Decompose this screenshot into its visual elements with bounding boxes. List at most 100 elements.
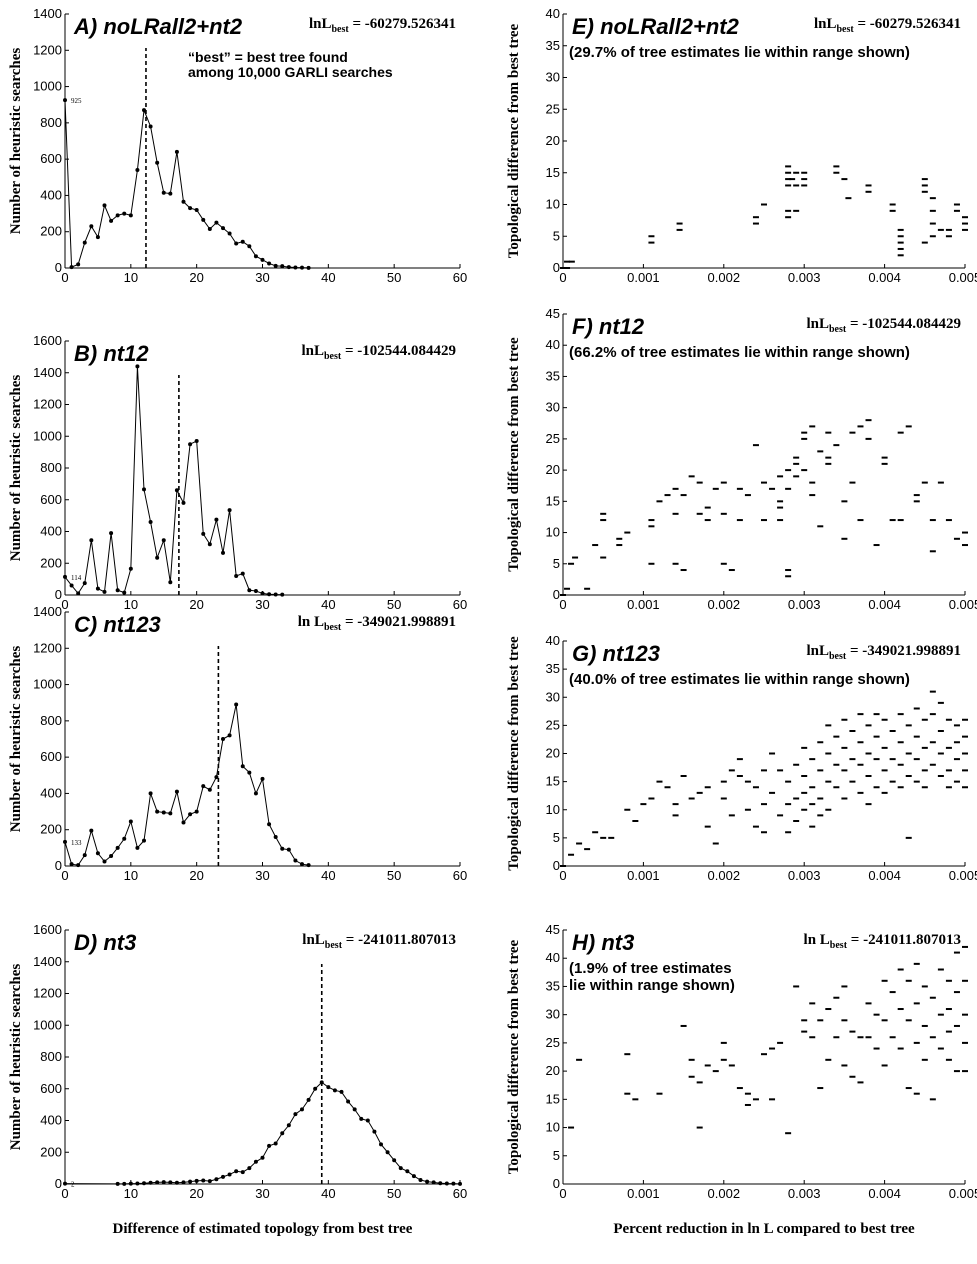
panel-f-data-point (881, 456, 888, 459)
panel-h-data-point (962, 1070, 968, 1073)
panel-b-data-point (280, 592, 285, 597)
panel-f-data-point (720, 512, 727, 515)
panel-b-y-tick-label: 0 (55, 587, 62, 602)
panel-d-data-point (385, 1150, 390, 1155)
panel-h-data-point (962, 1041, 968, 1044)
panel-g-data-point (704, 786, 711, 789)
panel-f-data-point (777, 519, 784, 522)
panel-a-y-axis-label: Number of heuristic searches (8, 48, 24, 235)
panel-d-data-point (306, 1097, 311, 1102)
panel-f-data-point (833, 444, 840, 447)
panel-f-data-point (648, 525, 655, 528)
panel-e-data-point (897, 241, 904, 244)
panel-f-title: F) nt12 (572, 314, 645, 339)
panel-h-data-point (937, 1013, 944, 1016)
panel-d-data-point (300, 1107, 304, 1112)
panel-f-data-point (664, 494, 671, 497)
panel-g-data-point (913, 735, 920, 738)
panel-g-data-point (857, 741, 864, 744)
panel-d-data-point (253, 1159, 258, 1164)
panel-g-data-point (921, 786, 928, 789)
panel-b-y-axis-label: Number of heuristic searches (8, 375, 24, 562)
panel-c-data-point (201, 784, 206, 789)
panel-a-y-tick-label: 1200 (33, 42, 62, 57)
panel-c-x-tick-label: 40 (321, 868, 335, 883)
panel-f-data-point (857, 519, 864, 522)
panel-g-data-point (953, 724, 960, 727)
panel-g-data-point (921, 746, 928, 749)
panel-g-data-point (777, 814, 784, 817)
panel-h-data-point (913, 1092, 920, 1095)
panel-g-data-point (825, 752, 832, 755)
panel-a-data-point (201, 217, 206, 222)
panel-b-data-point (102, 589, 107, 594)
panel-d-y-tick-label: 800 (40, 1049, 62, 1064)
panel-e-data-point (676, 222, 683, 225)
panel-h-data-point (962, 945, 968, 948)
panel-a-zero-count-label: 925 (71, 97, 82, 105)
panel-f-y-tick-label: 0 (553, 587, 560, 602)
panel-d-data-point (438, 1181, 443, 1186)
panel-h-title: H) nt3 (572, 930, 634, 955)
panel-g-x-tick-label: 0.005 (949, 868, 977, 883)
panel-b-data-point (240, 571, 245, 576)
panel-f-data-point (736, 519, 743, 522)
panel-a-y-tick-label: 600 (40, 151, 62, 166)
panel-f-x-tick-label: 0.003 (788, 597, 821, 612)
panel-a-data-point (63, 98, 67, 103)
panel-d-data-point (359, 1116, 364, 1121)
panel-g-data-point (825, 724, 832, 727)
panel-h-data-point (881, 979, 888, 982)
panel-h-data-point (801, 1030, 808, 1033)
panel-e-x-tick-label: 0 (559, 270, 566, 285)
panel-e-x-tick-label: 0.001 (627, 270, 660, 285)
panel-f-data-point (656, 500, 663, 503)
panel-f-range-note: (66.2% of tree estimates lie within rang… (569, 344, 910, 361)
panel-e-title: E) noLRall2+nt2 (572, 14, 740, 39)
panel-g-data-point (881, 746, 888, 749)
panel-a-y-tick-label: 400 (40, 187, 62, 202)
panel-b-data-point (253, 589, 258, 594)
panel-e-data-point (945, 228, 952, 231)
panel-d-y-tick-label: 200 (40, 1144, 62, 1159)
panel-a-data-point (168, 191, 173, 196)
panel-c-data-point (240, 764, 245, 769)
panel-g-data-point (865, 803, 872, 806)
panel-h-data-point (688, 1058, 695, 1061)
panel-f-data-point (680, 494, 687, 497)
panel-c-data-point (273, 834, 278, 839)
panel-h-data-point (809, 1036, 816, 1039)
panel-a-data-point (306, 265, 311, 270)
panel-g-y-axis-label: Topological difference from best tree (506, 636, 522, 871)
panel-c-data-point (135, 845, 140, 850)
panel-g-data-point (769, 791, 776, 794)
panel-g-data-point (929, 713, 936, 716)
panel-g-data-point (913, 780, 920, 783)
panel-b-x-tick-label: 0 (61, 597, 68, 612)
panel-h-data-point (889, 1036, 896, 1039)
panel-d-data-point (418, 1178, 423, 1183)
panel-e-y-tick-label: 25 (546, 101, 560, 116)
panel-g-y-tick-label: 5 (553, 830, 560, 845)
panel-a-data-point (128, 213, 133, 218)
panel-g-data-point (841, 718, 848, 721)
panel-c-data-point (181, 820, 186, 825)
panel-f-y-tick-label: 20 (546, 462, 560, 477)
panel-h-data-point (624, 1053, 631, 1056)
panel-g-y-tick-label: 10 (546, 802, 560, 817)
panel-g-data-point (809, 758, 816, 761)
panel-e-data-point (833, 165, 840, 168)
panel-c-data-point (168, 811, 173, 816)
panel-f-data-point (905, 425, 912, 428)
panel-g-data-point (664, 786, 671, 789)
panel-e-data-point (793, 209, 800, 212)
panel-g-data-point (825, 808, 832, 811)
panel-h-data-point (841, 1019, 848, 1022)
panel-b-data-point (76, 591, 81, 596)
panel-f-data-point (953, 537, 960, 540)
panel-g-data-point (929, 741, 936, 744)
panel-b-data-point (207, 542, 212, 547)
panel-c-data-point (214, 775, 219, 780)
panel-g-data-point (809, 786, 816, 789)
panel-h-data-point (720, 1058, 727, 1061)
